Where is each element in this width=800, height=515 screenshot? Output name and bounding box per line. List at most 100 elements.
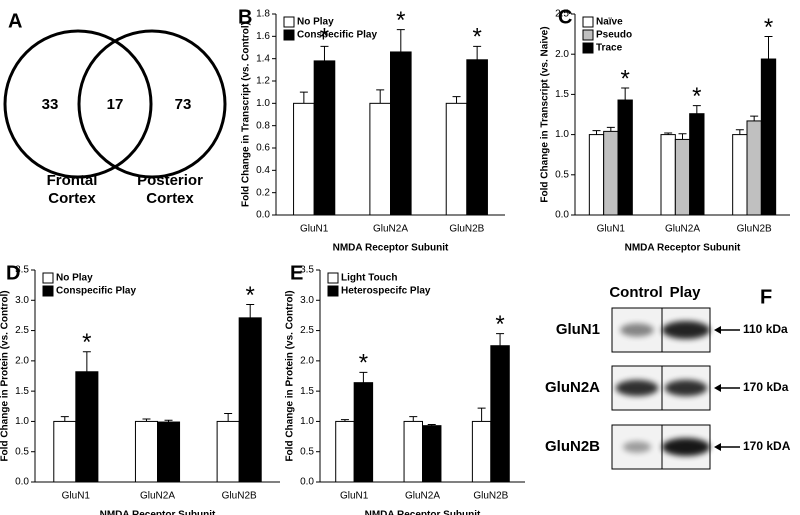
bar bbox=[403, 420, 423, 483]
legend-label: Pseudo bbox=[596, 30, 632, 41]
error-bar bbox=[664, 132, 673, 135]
error-bar bbox=[496, 333, 505, 346]
legend-swatch bbox=[327, 285, 339, 297]
error-bar bbox=[164, 419, 173, 423]
panel-letter: E bbox=[290, 262, 303, 284]
y-tick-label: 1.5 bbox=[15, 386, 29, 397]
error-bar bbox=[396, 29, 405, 52]
legend-label: No Play bbox=[297, 17, 334, 28]
blot-band bbox=[622, 441, 652, 453]
y-tick-label: 0.4 bbox=[256, 165, 270, 176]
error-bar bbox=[246, 304, 255, 318]
x-tick-label: GluN1 bbox=[300, 224, 329, 235]
blot-row-label: GluN1 bbox=[556, 321, 600, 338]
bar bbox=[157, 421, 181, 483]
error-bar bbox=[692, 105, 701, 114]
blot-size-label: 170 kDA bbox=[743, 439, 791, 453]
bar bbox=[369, 102, 392, 216]
y-tick-label: 1.5 bbox=[300, 386, 314, 397]
bar bbox=[732, 134, 748, 216]
bar bbox=[603, 130, 619, 216]
x-tick-label: GluN2A bbox=[405, 491, 440, 502]
venn-label: Posterior bbox=[137, 172, 203, 189]
y-tick-label: 0.0 bbox=[15, 477, 29, 488]
y-tick-label: 0.5 bbox=[555, 169, 569, 180]
x-tick-label: GluN2B bbox=[222, 491, 257, 502]
blot-band bbox=[620, 323, 654, 337]
y-tick-label: 2.5 bbox=[15, 325, 29, 336]
x-tick-label: GluN1 bbox=[340, 491, 369, 502]
panel-letter: D bbox=[6, 262, 20, 284]
bar bbox=[134, 420, 158, 483]
bar bbox=[238, 317, 262, 483]
y-tick-label: 1.6 bbox=[256, 31, 270, 42]
significance-star: * bbox=[495, 311, 504, 338]
x-axis-label: NMDA Receptor Subunit bbox=[625, 243, 741, 254]
error-bar bbox=[750, 115, 759, 121]
y-tick-label: 1.5 bbox=[555, 89, 569, 100]
y-tick-label: 1.2 bbox=[256, 76, 270, 87]
bar bbox=[466, 59, 488, 216]
significance-star: * bbox=[359, 350, 368, 377]
error-bar bbox=[452, 96, 461, 104]
significance-star: * bbox=[396, 7, 405, 34]
y-tick-label: 3.0 bbox=[300, 295, 314, 306]
panel-letter: F bbox=[760, 286, 772, 308]
error-bar bbox=[592, 130, 601, 135]
error-bar bbox=[735, 129, 744, 135]
x-tick-label: GluN2B bbox=[449, 224, 484, 235]
blot-arrowhead bbox=[714, 326, 721, 334]
significance-star: * bbox=[472, 24, 481, 51]
error-bar bbox=[764, 36, 773, 60]
error-bar bbox=[606, 126, 615, 132]
x-tick-label: GluN2A bbox=[140, 491, 175, 502]
error-bar bbox=[224, 413, 233, 422]
panel-letter: A bbox=[8, 10, 22, 32]
bar bbox=[674, 138, 691, 216]
bar bbox=[390, 51, 412, 216]
x-tick-label: GluN2B bbox=[473, 491, 508, 502]
error-bar bbox=[299, 91, 308, 104]
x-axis-label: NMDA Receptor Subunit bbox=[365, 510, 481, 515]
significance-star: * bbox=[82, 329, 91, 356]
y-tick-label: 2.5 bbox=[555, 9, 569, 20]
bar bbox=[490, 345, 510, 483]
bar bbox=[293, 102, 315, 216]
panel-letter: C bbox=[558, 6, 572, 28]
blot-size-label: 170 kDa bbox=[743, 380, 789, 394]
blot-band bbox=[662, 321, 710, 339]
y-axis-label: Fold Change in Protein (vs. Control) bbox=[285, 290, 296, 461]
x-tick-label: GluN2A bbox=[665, 224, 700, 235]
y-tick-label: 0.5 bbox=[300, 446, 314, 457]
x-tick-label: GluN1 bbox=[597, 224, 626, 235]
legend-swatch bbox=[283, 29, 295, 41]
blot-band bbox=[615, 379, 659, 397]
error-bar bbox=[427, 423, 436, 426]
y-tick-label: 2.0 bbox=[300, 355, 314, 366]
legend-swatch bbox=[283, 16, 295, 28]
legend-label: Conspecific Play bbox=[297, 30, 377, 41]
bar bbox=[760, 58, 777, 216]
x-tick-label: GluN1 bbox=[62, 491, 91, 502]
error-bar bbox=[409, 416, 418, 422]
legend-label: Naïve bbox=[596, 17, 623, 28]
blot-band bbox=[664, 379, 708, 397]
venn-circle bbox=[3, 29, 153, 179]
bar bbox=[445, 102, 468, 216]
legend-label: No Play bbox=[56, 273, 93, 284]
significance-star: * bbox=[764, 14, 773, 41]
blot-arrowhead bbox=[714, 384, 721, 392]
x-axis-label: NMDA Receptor Subunit bbox=[100, 510, 216, 515]
blot-band bbox=[662, 438, 710, 456]
venn-label: Cortex bbox=[48, 190, 96, 207]
legend-label: Trace bbox=[596, 43, 623, 54]
y-tick-label: 2.5 bbox=[300, 325, 314, 336]
error-bar bbox=[60, 416, 69, 422]
venn-value: 33 bbox=[42, 96, 59, 113]
bar bbox=[75, 371, 99, 483]
y-tick-label: 1.4 bbox=[256, 53, 270, 64]
bar bbox=[53, 420, 77, 483]
legend-label: Light Touch bbox=[341, 273, 397, 284]
error-bar bbox=[376, 89, 385, 104]
